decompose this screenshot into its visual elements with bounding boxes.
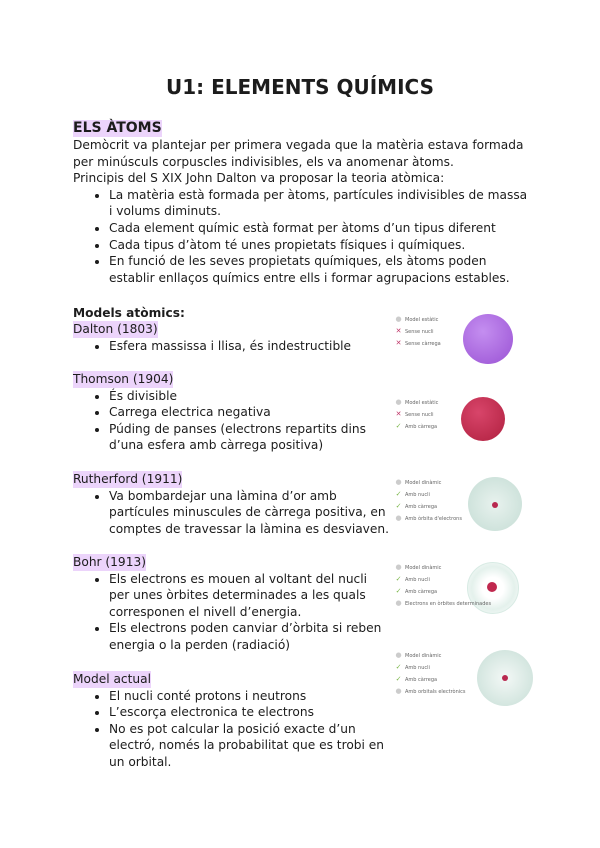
check-icon: ✓	[395, 575, 402, 583]
legend-text: Model estàtic	[405, 317, 439, 323]
dot-icon: ●	[395, 514, 402, 522]
thomson-atom-image	[461, 397, 505, 441]
legend-text: Amb càrrega	[405, 504, 438, 510]
legend-text: Model dinàmic	[405, 565, 442, 571]
dot-icon: ●	[395, 563, 402, 571]
figure-legend-item: ● Model estàtic	[395, 316, 438, 324]
check-icon: ✓	[395, 502, 402, 510]
model-rutherford: Rutherford (1911) Va bombardejar una làm…	[73, 471, 533, 537]
legend-text: Model estàtic	[405, 400, 439, 406]
legend-text: Amb càrrega	[405, 589, 438, 595]
list-item: Esfera massissa i llisa, és indestructib…	[109, 338, 389, 355]
legend-text: Sense càrrega	[405, 341, 441, 347]
list-item: Va bombardejar una làmina d’or amb partí…	[109, 488, 389, 538]
legend-text: Amb nucli	[405, 492, 430, 498]
figure-legend-item: ● Amb òrbita d'electrons	[395, 515, 462, 523]
model-bohr: Bohr (1913) Els electrons es mouen al vo…	[73, 554, 533, 654]
figure-legend-item: ● Model dinàmic	[395, 652, 441, 660]
nucleus	[487, 582, 497, 592]
model-name: Model actual	[73, 671, 151, 688]
model-name: Rutherford (1911)	[73, 471, 183, 488]
legend-text: Amb orbitals electrònics	[405, 689, 466, 695]
legend-text: Model dinàmic	[405, 653, 442, 659]
figure-legend-item: ● Model dinàmic	[395, 564, 441, 572]
page-title: U1: ELEMENTS QUÍMICS	[166, 75, 434, 99]
subheading: Models atòmics:	[73, 306, 185, 320]
legend-text: Amb nucli	[405, 665, 430, 671]
legend-text: Model dinàmic	[405, 480, 442, 486]
figure-legend-item: ✓ Amb nucli	[395, 491, 430, 499]
list-item: En funció de les seves propietats químiq…	[109, 253, 529, 286]
bullet-list: La matèria està formada per àtoms, partí…	[73, 187, 529, 287]
models-heading: Models atòmics:	[73, 305, 533, 322]
legend-text: Electrons en òrbites determinades	[405, 601, 492, 607]
legend-text: Sense nucli	[405, 329, 434, 335]
figure-legend-item: ● Model estàtic	[395, 399, 438, 407]
actual-figure: ● Model dinàmic ✓ Amb nucli ✓ Amb càrrega ● Amb…	[395, 648, 533, 718]
figure-legend-item: ✕ Sense càrrega	[395, 340, 441, 348]
section-heading: ELS ÀTOMS	[73, 120, 162, 137]
figure-legend-item: ● Electrons en òrbites determinades	[395, 600, 491, 608]
list-item: És divisible	[109, 388, 389, 405]
model-thomson: Thomson (1904) És divisible Carrega elec…	[73, 371, 533, 454]
model-actual: Model actual El nucli conté protons i ne…	[73, 671, 533, 771]
list-item: La matèria està formada per àtoms, partí…	[109, 187, 529, 220]
legend-text: Amb nucli	[405, 577, 430, 583]
cross-icon: ✕	[395, 339, 402, 347]
model-name: Dalton (1803)	[73, 321, 158, 338]
intro-section: ELS ÀTOMS Demòcrit va plantejar per prim…	[73, 120, 533, 286]
paragraph: Demòcrit va plantejar per primera vegada…	[73, 138, 524, 169]
figure-legend-item: ✓ Amb càrrega	[395, 422, 438, 431]
list-item: No es pot calcular la posició exacte d’u…	[109, 721, 389, 771]
check-icon: ✓	[395, 587, 402, 595]
check-icon: ✓	[395, 663, 402, 671]
bohr-figure: ● Model dinàmic ✓ Amb nucli ✓ Amb càrrega ● Ele…	[395, 560, 525, 630]
list-item: Els electrons es mouen al voltant del nu…	[109, 571, 389, 621]
figure-legend-item: ✓ Amb nucli	[395, 576, 430, 584]
figure-legend-item: ● Amb orbitals electrònics	[395, 687, 466, 696]
check-icon: ✓	[395, 490, 402, 498]
dot-icon: ●	[395, 599, 402, 607]
dalton-atom-image	[463, 314, 513, 364]
nucleus	[492, 502, 498, 508]
legend-text: Sense nucli	[405, 412, 434, 418]
figure-legend-item: ✕ Sense nucli	[395, 411, 434, 419]
model-dalton: Dalton (1803) Esfera massissa i llisa, é…	[73, 321, 533, 354]
figure-legend-item: ✓ Amb càrrega	[395, 587, 438, 596]
list-item: Els electrons poden canviar d’òrbita si …	[109, 620, 389, 653]
cross-icon: ✕	[395, 410, 402, 418]
list-item: L’escorça electronica te electrons	[109, 704, 389, 721]
list-item: Púding de panses (electrons repartits di…	[109, 421, 389, 454]
check-icon: ✓	[395, 422, 402, 430]
list-item: Carrega electrica negativa	[109, 404, 389, 421]
figure-legend-item: ✓ Amb càrrega	[395, 502, 438, 511]
legend-text: Amb càrrega	[405, 424, 438, 430]
figure-legend-item: ✕ Sense nucli	[395, 328, 434, 336]
dot-icon: ●	[395, 687, 402, 695]
check-icon: ✓	[395, 675, 402, 683]
dot-icon: ●	[395, 478, 402, 486]
nucleus	[502, 675, 508, 681]
legend-text: Amb càrrega	[405, 677, 438, 683]
dalton-figure: ● Model estàtic ✕ Sense nucli ✕ Sense càrrega	[395, 312, 525, 382]
figure-legend-item: ✓ Amb nucli	[395, 664, 430, 672]
list-item: Cada tipus d’àtom té unes propietats fís…	[109, 237, 529, 254]
paragraph: Principis del S XIX John Dalton va propo…	[73, 171, 445, 186]
list-item: El nucli conté protons i neutrons	[109, 688, 389, 705]
model-name: Thomson (1904)	[73, 371, 174, 388]
model-name: Bohr (1913)	[73, 554, 146, 571]
dot-icon: ●	[395, 315, 402, 323]
list-item: Cada element químic està format per àtom…	[109, 220, 529, 237]
cross-icon: ✕	[395, 327, 402, 335]
dot-icon: ●	[395, 651, 402, 659]
figure-legend-item: ● Model dinàmic	[395, 479, 441, 487]
rutherford-figure: ● Model dinàmic ✓ Amb nucli ✓ Amb càrrega ● Amb…	[395, 475, 525, 545]
legend-text: Amb òrbita d'electrons	[405, 516, 462, 522]
figure-legend-item: ✓ Amb càrrega	[395, 675, 438, 684]
thomson-figure: ● Model estàtic ✕ Sense nucli ✓ Amb càrrega	[395, 395, 525, 465]
dot-icon: ●	[395, 398, 402, 406]
